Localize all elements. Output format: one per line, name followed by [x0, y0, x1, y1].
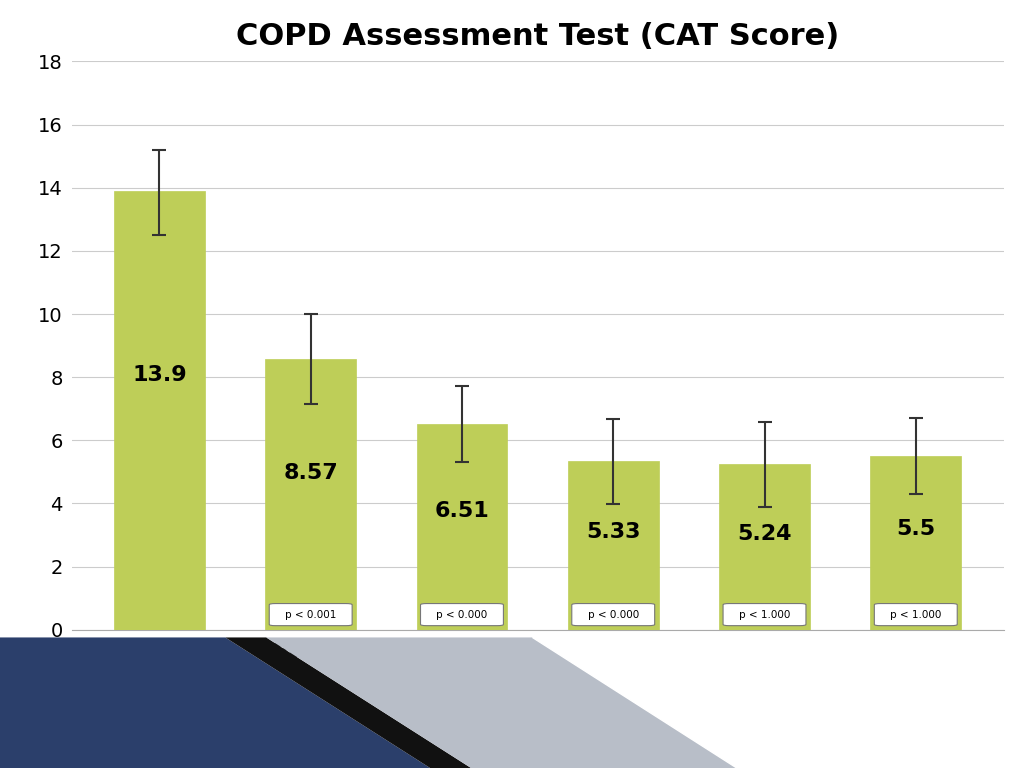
- Title: COPD Assessment Test (CAT Score): COPD Assessment Test (CAT Score): [236, 22, 840, 51]
- FancyBboxPatch shape: [269, 604, 352, 626]
- Bar: [870, 456, 962, 630]
- Text: 5.5: 5.5: [896, 519, 935, 539]
- FancyBboxPatch shape: [874, 604, 957, 626]
- Text: p < 0.001: p < 0.001: [285, 610, 336, 620]
- Bar: [568, 462, 658, 630]
- FancyBboxPatch shape: [571, 604, 654, 626]
- Text: 6.51: 6.51: [434, 501, 489, 521]
- Text: 8.57: 8.57: [284, 463, 338, 483]
- Text: 5.33: 5.33: [586, 522, 640, 542]
- Text: 5.24: 5.24: [737, 524, 792, 544]
- Bar: [265, 359, 356, 630]
- Polygon shape: [225, 637, 471, 768]
- Text: 13.9: 13.9: [132, 366, 186, 386]
- Polygon shape: [532, 637, 1024, 768]
- Bar: [114, 191, 205, 630]
- Bar: [719, 465, 810, 630]
- Text: p < 0.000: p < 0.000: [588, 610, 639, 620]
- Polygon shape: [0, 637, 430, 768]
- Text: p < 0.000: p < 0.000: [436, 610, 487, 620]
- Text: p < 1.000: p < 1.000: [890, 610, 941, 620]
- Bar: [417, 424, 507, 630]
- Polygon shape: [266, 637, 737, 768]
- FancyBboxPatch shape: [723, 604, 806, 626]
- FancyBboxPatch shape: [421, 604, 504, 626]
- Text: p < 1.000: p < 1.000: [739, 610, 791, 620]
